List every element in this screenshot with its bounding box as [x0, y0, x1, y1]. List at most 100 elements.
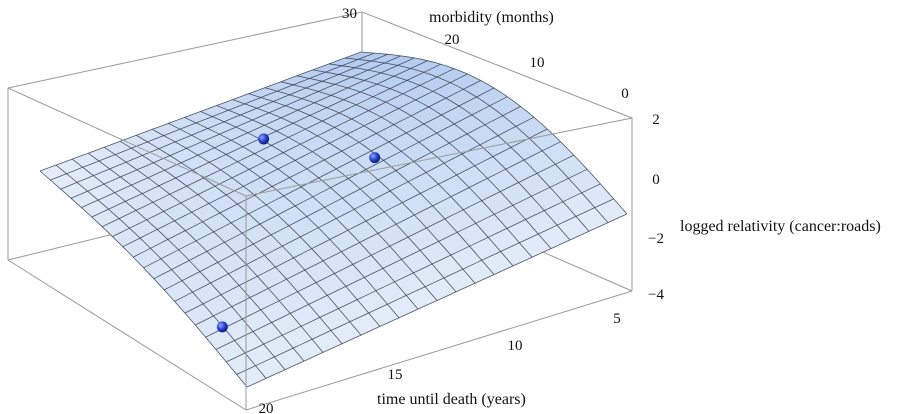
surface-face: [136, 202, 164, 220]
surface-face: [347, 80, 378, 92]
surface-face: [203, 134, 232, 148]
mesh-line-morbidity: [184, 128, 548, 314]
mesh-line-time: [360, 51, 628, 215]
surface-face: [192, 283, 222, 304]
surface-face: [426, 163, 457, 185]
surface-face: [71, 191, 98, 208]
surface-face: [254, 145, 284, 161]
surface-face: [418, 133, 450, 153]
surface-face: [214, 140, 243, 155]
surface-face: [216, 99, 245, 111]
surface-face: [444, 269, 475, 292]
mesh-line-morbidity: [226, 183, 601, 363]
surface-face: [271, 137, 301, 153]
surface-face: [273, 94, 302, 106]
surface-face: [189, 251, 218, 272]
surface-face: [254, 186, 284, 205]
surface-face: [228, 264, 258, 286]
surface-face: [196, 231, 225, 252]
surface-face: [390, 80, 420, 94]
surface-face: [248, 87, 278, 98]
surface-face: [87, 184, 115, 201]
surface-face: [203, 294, 232, 316]
surface-face: [247, 125, 277, 139]
surface-face: [226, 186, 255, 205]
surface-face: [324, 151, 354, 169]
surface-face: [476, 88, 508, 106]
surface-face: [232, 93, 261, 104]
surface-face: [170, 148, 198, 163]
surface-face: [150, 239, 179, 259]
surface-face: [157, 220, 186, 240]
surface-face: [325, 65, 355, 75]
surface-face: [253, 234, 283, 256]
surface-face: [339, 104, 369, 119]
surface-face: [368, 102, 399, 118]
surface-face: [445, 89, 477, 106]
surface-face: [293, 248, 324, 270]
surface-face: [185, 221, 214, 241]
surface-face: [158, 178, 187, 195]
mesh-line-time: [216, 105, 457, 293]
surface-face: [275, 257, 305, 280]
surface-face: [197, 147, 227, 163]
surface-face: [378, 170, 409, 191]
surface-face: [342, 189, 373, 210]
surface-face: [328, 58, 359, 66]
surface-face: [343, 92, 374, 105]
surface-face: [98, 192, 126, 210]
surface-face: [174, 212, 203, 231]
surface-face: [108, 201, 136, 219]
surface-face: [186, 177, 215, 195]
surface-face: [280, 75, 310, 85]
surface-face: [401, 142, 432, 162]
surface-face: [293, 115, 323, 130]
surface-face: [348, 169, 378, 189]
surface-face: [191, 128, 220, 142]
surface-face: [408, 172, 439, 194]
surface-face: [243, 177, 273, 196]
surface-face: [296, 69, 326, 79]
surface-face: [182, 271, 211, 293]
surface-face: [306, 159, 337, 178]
surface-face: [341, 142, 372, 160]
surface-face: [163, 129, 192, 142]
surface-face: [256, 101, 286, 113]
surface-face: [467, 124, 498, 145]
surface-face: [196, 116, 225, 129]
surface-face: [305, 81, 335, 92]
surface-face: [114, 185, 143, 202]
data-points: [216, 133, 381, 333]
surface-face: [297, 102, 327, 116]
surface-face: [175, 135, 203, 149]
surface-face: [472, 105, 503, 125]
surface-face: [237, 195, 267, 214]
surface-face: [147, 135, 176, 149]
data-point-3: [216, 321, 228, 333]
surface-face: [158, 141, 187, 156]
surface-face: [81, 200, 109, 217]
surface-face: [431, 143, 462, 164]
surface-face: [289, 168, 319, 187]
surface-face: [200, 105, 229, 117]
mesh-line-morbidity: [195, 141, 561, 326]
surface-face: [317, 127, 347, 144]
surface-face: [195, 315, 224, 338]
surface-face: [250, 288, 280, 310]
surface-face: [264, 117, 294, 131]
time-tick-20: 20: [259, 401, 274, 414]
surface-face: [168, 117, 197, 130]
surface-face: [140, 229, 168, 249]
surface-face: [252, 112, 282, 126]
surface-face: [93, 168, 121, 185]
mesh-line-morbidity: [236, 198, 614, 375]
surface-face: [285, 98, 315, 111]
surface-face: [184, 303, 214, 325]
surface-face: [454, 114, 485, 134]
surface-face: [450, 74, 481, 90]
surface-face: [354, 200, 385, 221]
surface-face: [295, 151, 325, 169]
surface-face: [217, 253, 247, 274]
surface-face: [437, 68, 468, 83]
mesh-line-morbidity: [205, 154, 574, 338]
